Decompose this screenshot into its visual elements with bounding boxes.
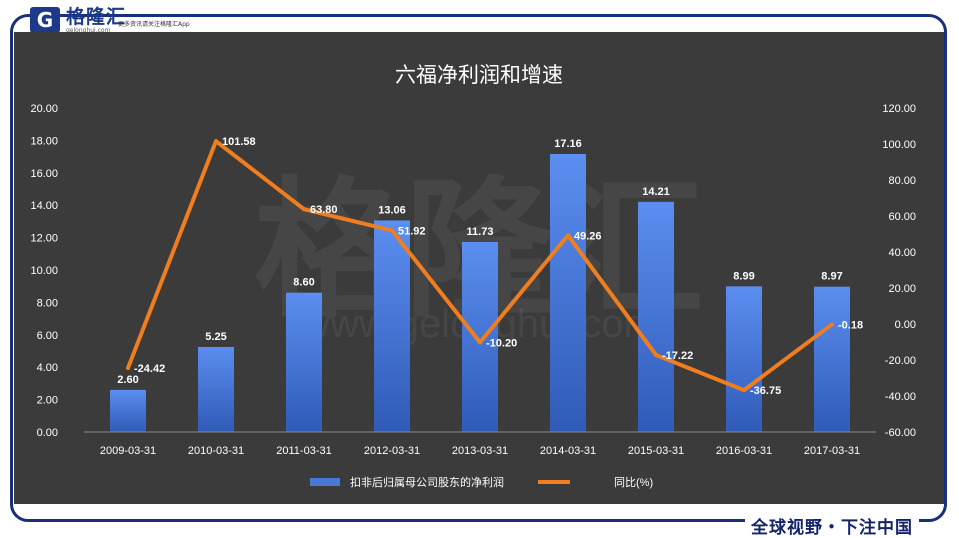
x-axis: 2009-03-31 2010-03-31 2011-03-31 2012-03-31… [84, 431, 876, 457]
y-right-tick-label: -40.00 [885, 391, 916, 403]
bar [638, 201, 674, 432]
x-tick-label: 2014-03-31 [540, 445, 596, 457]
bar-data-label: 11.73 [467, 226, 494, 238]
legend: 扣非后归属母公司股东的净利润 同比(%) [310, 475, 653, 489]
line-point [654, 352, 658, 357]
y-right-tick-label: 120.00 [882, 103, 916, 115]
line-data-label: 101.58 [222, 136, 256, 148]
combo-chart: 格隆汇 www.gelonghui.com 六福净利润和增速 0.002.004… [14, 32, 944, 504]
bar [814, 286, 850, 432]
line-point [742, 388, 746, 393]
x-tick-label: 2012-03-31 [364, 445, 420, 457]
bar [286, 292, 322, 432]
line-point [126, 365, 130, 370]
y-right-tick-label: 0.00 [895, 319, 916, 331]
y-right-tick-label: 100.00 [882, 139, 916, 151]
logo-mark-icon: G [30, 7, 60, 33]
y-right-tick-label: 40.00 [888, 247, 916, 259]
line-point [830, 322, 834, 327]
x-tick-label: 2011-03-31 [276, 445, 331, 457]
line-data-label: 51.92 [398, 226, 426, 238]
line-data-label: -10.20 [486, 337, 517, 349]
y-left-tick-label: 14.00 [30, 200, 58, 212]
bar-data-label: 13.06 [378, 204, 406, 216]
bar-data-label: 5.25 [205, 331, 226, 343]
x-tick-label: 2010-03-31 [188, 445, 244, 457]
legend-bar-swatch [310, 478, 340, 486]
line-data-label: 49.26 [574, 230, 602, 242]
line-series: -24.42 101.58 63.80 51.92 -10.20 49.26 -17.22 -… [126, 136, 863, 397]
chart-title: 六福净利润和增速 [395, 64, 563, 87]
bar [550, 154, 586, 432]
y-left-tick-label: 8.00 [37, 297, 58, 309]
y-right-tick-label: 80.00 [888, 175, 916, 187]
line-data-label: 63.80 [310, 204, 338, 216]
y-left-tick-label: 18.00 [30, 135, 58, 147]
chart-area: 格隆汇 www.gelonghui.com 六福净利润和增速 0.002.004… [14, 32, 944, 504]
bar-data-label: 8.99 [733, 270, 754, 282]
y-left-tick-label: 2.00 [37, 395, 58, 407]
logo: G 格隆汇 gelonghui.com [30, 4, 126, 36]
x-tick-label: 2015-03-31 [628, 445, 684, 457]
line-point [478, 340, 482, 345]
bar-series: 2.60 5.25 8.60 13.06 11.73 17.16 14.21 8.99 8.97 [110, 138, 850, 432]
footer-tagline: 全球视野・下注中国 [745, 513, 919, 538]
line-data-label: -17.22 [662, 350, 693, 362]
line-point [390, 228, 394, 233]
line-data-label: -0.18 [838, 319, 863, 331]
bar-data-label: 8.60 [293, 277, 314, 289]
y-left-tick-label: 16.00 [30, 168, 58, 180]
y-left-tick-label: 6.00 [37, 330, 58, 342]
x-tick-label: 2009-03-31 [100, 445, 156, 457]
x-tick-label: 2013-03-31 [452, 445, 508, 457]
bar-data-label: 14.21 [642, 186, 670, 198]
logo-url: gelonghui.com [66, 26, 111, 34]
x-tick-label: 2016-03-31 [716, 445, 772, 457]
y-axis-right: -60.00 -40.00 -20.00 0.00 20.00 40.00 60.00 80.… [882, 103, 916, 439]
x-tick-label: 2017-03-31 [804, 445, 860, 457]
line-point [566, 233, 570, 238]
line-data-label: -24.42 [134, 363, 165, 375]
bar-data-label: 17.16 [554, 138, 582, 150]
y-left-tick-label: 4.00 [37, 362, 58, 374]
y-axis-left: 0.00 2.00 4.00 6.00 8.00 10.00 12.00 14.00 16.00… [30, 103, 58, 439]
bar [726, 286, 762, 432]
logo-text: 格隆汇 gelonghui.com [66, 7, 126, 34]
line-point [302, 207, 306, 212]
y-right-tick-label: 20.00 [888, 283, 916, 295]
y-right-tick-label: -60.00 [885, 427, 916, 439]
bar [374, 220, 410, 432]
bar [198, 346, 234, 432]
y-left-tick-label: 10.00 [30, 265, 58, 277]
legend-bar-label: 扣非后归属母公司股东的净利润 [350, 475, 504, 489]
logo-name: 格隆汇 [66, 5, 127, 28]
line-data-label: -36.75 [750, 385, 781, 397]
y-left-tick-label: 0.00 [37, 427, 58, 439]
bar [110, 389, 146, 432]
y-right-tick-label: -20.00 [885, 355, 916, 367]
bar-data-label: 2.60 [117, 374, 138, 386]
y-right-tick-label: 60.00 [888, 211, 916, 223]
legend-line-label: 同比(%) [614, 476, 653, 489]
bar [462, 241, 498, 432]
line-point [214, 139, 218, 144]
y-left-tick-label: 12.00 [30, 233, 58, 245]
y-left-tick-label: 20.00 [30, 103, 58, 115]
header-tagline: 更多资讯请关注格隆汇App [118, 21, 190, 28]
bar-data-label: 8.97 [821, 271, 842, 283]
